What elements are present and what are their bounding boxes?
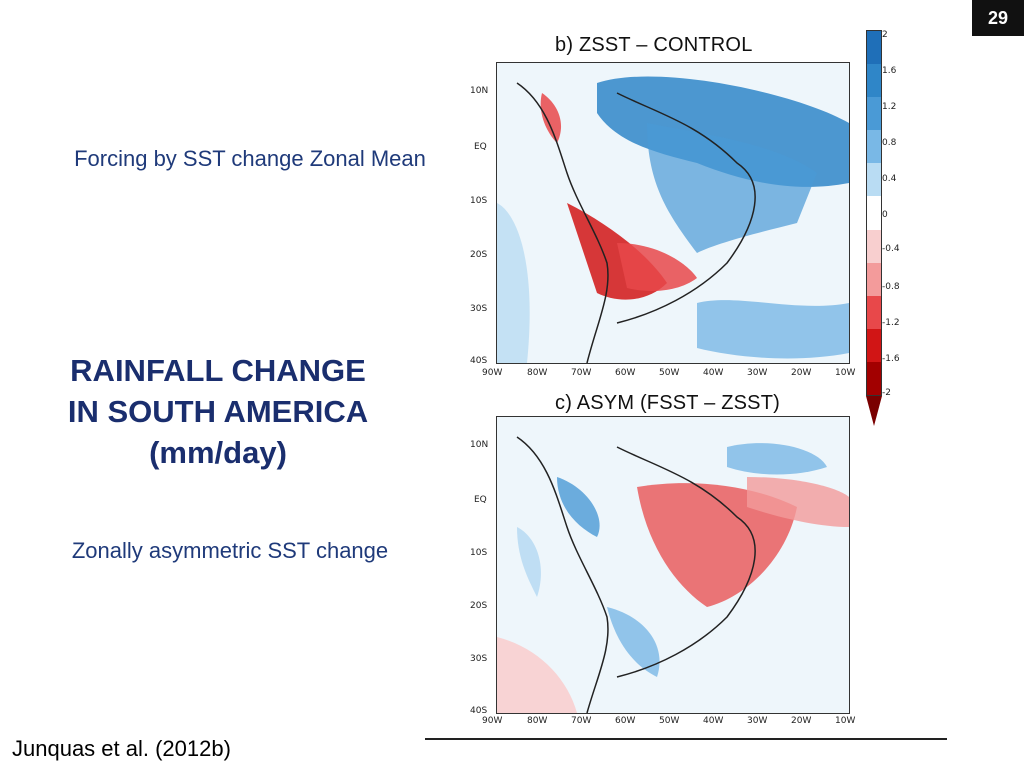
map-c-lon-tick: 90W <box>482 716 503 726</box>
map-c-lon-tick: 10W <box>835 716 856 726</box>
colorbar-segment <box>867 31 881 65</box>
colorbar-segment <box>867 163 881 197</box>
colorbar-label: -2 <box>882 388 891 398</box>
map-c-title: c) ASYM (FSST – ZSST) <box>555 392 780 414</box>
map-c-red-east <box>747 477 849 527</box>
map-b-blue-west <box>497 203 530 363</box>
map-c-asym <box>496 416 850 714</box>
map-c-lat-tick: 40S <box>470 706 488 716</box>
map-b-lon-tick: 80W <box>527 368 548 378</box>
colorbar-segment <box>867 328 881 363</box>
map-b-coastline <box>516 82 756 363</box>
map-c-lon-tick: 60W <box>615 716 636 726</box>
map-b-lon-tick: 10W <box>835 368 856 378</box>
slide-number: 29 <box>972 0 1024 36</box>
colorbar-segment <box>867 64 881 98</box>
map-c-red-southwest <box>497 637 577 713</box>
map-b-zsst-control <box>496 62 850 364</box>
main-title-line-2: IN SOUTH AMERICA <box>67 394 369 429</box>
colorbar-label: 0.8 <box>882 138 897 148</box>
main-title-line-1: RAINFALL CHANGE <box>70 353 366 388</box>
map-b-lat-tick: 30S <box>470 304 488 314</box>
forcing-caption: Forcing by SST change Zonal Mean <box>74 146 426 171</box>
map-b-lat-tick: 10S <box>470 196 488 206</box>
map-b-blue-south <box>697 300 849 359</box>
map-c-blue-west <box>517 527 541 597</box>
map-b-lon-tick: 50W <box>659 368 680 378</box>
colorbar-segment <box>867 97 881 131</box>
map-c-lon-tick: 70W <box>571 716 592 726</box>
zonal-caption: Zonally asymmetric SST change <box>71 538 389 563</box>
colorbar-label: 1.2 <box>882 102 897 112</box>
map-b-lat-tick: 40S <box>470 356 488 366</box>
colorbar-label: 0 <box>882 210 888 220</box>
divider-line <box>425 738 947 740</box>
map-b-lon-tick: 20W <box>791 368 812 378</box>
colorbar-tip <box>866 396 882 426</box>
map-b-title: b) ZSST – CONTROL <box>555 34 753 56</box>
colorbar-segment <box>867 196 881 231</box>
colorbar-label: -1.6 <box>882 354 900 364</box>
map-c-lon-tick: 40W <box>703 716 724 726</box>
map-b-red-north <box>540 93 562 143</box>
colorbar-label: 0.4 <box>882 174 897 184</box>
map-b-lat-tick: 20S <box>470 250 488 260</box>
colorbar-segment <box>867 229 881 264</box>
map-c-lon-tick: 50W <box>659 716 680 726</box>
colorbar-segment <box>867 295 881 330</box>
colorbar-label: -1.2 <box>882 318 900 328</box>
map-b-lon-tick: 60W <box>615 368 636 378</box>
map-c-blue-north <box>557 477 600 537</box>
map-b-lon-tick: 40W <box>703 368 724 378</box>
map-b-lat-tick: 10N <box>470 86 489 96</box>
map-c-lat-tick: 30S <box>470 654 488 664</box>
colorbar-label: -0.4 <box>882 244 900 254</box>
citation: Junquas et al. (2012b) <box>12 736 231 761</box>
colorbar-segment <box>867 262 881 297</box>
map-b-field <box>497 76 849 363</box>
colorbar-segment <box>867 361 881 396</box>
map-c-blue-northeast <box>727 443 827 475</box>
map-b-lon-tick: 70W <box>571 368 592 378</box>
map-b-red-plata <box>617 243 697 291</box>
map-c-blue-south <box>607 607 660 677</box>
map-c-lat-tick: EQ <box>474 495 487 505</box>
colorbar-segment <box>867 130 881 164</box>
map-c-lon-tick: 20W <box>791 716 812 726</box>
colorbar-label: 2 <box>882 30 888 40</box>
map-c-lon-tick: 30W <box>747 716 768 726</box>
main-title: RAINFALL CHANGE IN SOUTH AMERICA (mm/day… <box>38 350 398 473</box>
map-b-lat-tick: EQ <box>474 142 487 152</box>
map-b-lon-tick: 30W <box>747 368 768 378</box>
map-b-lon-tick: 90W <box>482 368 503 378</box>
map-c-red-amazon <box>637 483 797 607</box>
map-c-lat-tick: 10N <box>470 440 489 450</box>
map-c-coastline <box>516 436 756 713</box>
map-c-lon-tick: 80W <box>527 716 548 726</box>
map-c-field <box>497 436 849 713</box>
map-b-blue-east <box>647 123 817 253</box>
colorbar-label: -0.8 <box>882 282 900 292</box>
colorbar-label: 1.6 <box>882 66 897 76</box>
map-c-lat-tick: 20S <box>470 601 488 611</box>
main-title-line-3: (mm/day) <box>149 435 287 470</box>
colorbar <box>866 30 882 396</box>
map-c-lat-tick: 10S <box>470 548 488 558</box>
